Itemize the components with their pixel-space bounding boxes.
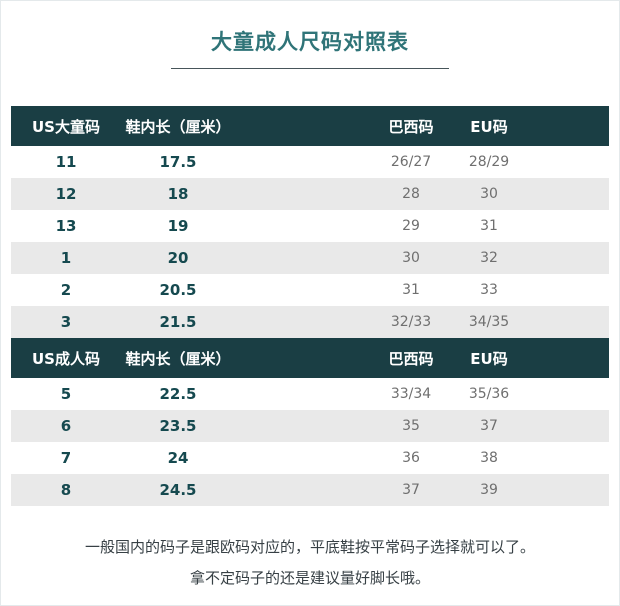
kids-header-row: US大童码 鞋内长（厘米） 巴西码 EU码 [11, 106, 609, 146]
brazil-size-cell: 26/27 [390, 154, 432, 170]
us-size-cell: 8 [60, 481, 72, 499]
inner-length-cell: 19 [167, 217, 189, 235]
inner-length-cell: 24.5 [159, 481, 197, 499]
eu-size-cell: 28/29 [468, 154, 510, 170]
page-title: 大童成人尺码对照表 [211, 30, 409, 54]
inner-length-cell: 20 [167, 249, 189, 267]
column-header-us-adults: US成人码 [32, 349, 100, 368]
us-size-cell: 6 [60, 417, 72, 435]
footer-line-2: 拿不定码子的还是建议量好脚长哦。 [189, 569, 430, 587]
us-size-cell: 12 [55, 185, 77, 203]
table-row: 8 24.5 37 39 [11, 474, 609, 506]
table-row: 1 20 30 32 [11, 242, 609, 274]
inner-length-cell: 18 [167, 185, 189, 203]
brazil-size-cell: 35 [402, 418, 420, 434]
column-header-brazil: 巴西码 [388, 349, 434, 368]
inner-length-cell: 21.5 [159, 313, 197, 331]
eu-size-cell: 37 [480, 418, 498, 434]
us-size-cell: 2 [60, 281, 72, 299]
table-row: 5 22.5 33/34 35/36 [11, 378, 609, 410]
inner-length-cell: 24 [167, 449, 189, 467]
us-size-cell: 1 [60, 249, 72, 267]
eu-size-cell: 38 [480, 450, 498, 466]
eu-size-cell: 33 [480, 282, 498, 298]
eu-size-cell: 39 [480, 482, 498, 498]
inner-length-cell: 23.5 [159, 417, 197, 435]
us-size-cell: 7 [60, 449, 72, 467]
table-row: 3 21.5 32/33 34/35 [11, 306, 609, 338]
table-row: 12 18 28 30 [11, 178, 609, 210]
inner-length-cell: 22.5 [159, 385, 197, 403]
brazil-size-cell: 36 [402, 450, 420, 466]
eu-size-cell: 31 [480, 218, 498, 234]
us-size-cell: 13 [55, 217, 77, 235]
adults-header-row: US成人码 鞋内长（厘米） 巴西码 EU码 [11, 338, 609, 378]
eu-size-cell: 34/35 [468, 314, 510, 330]
inner-length-cell: 20.5 [159, 281, 197, 299]
size-table: US大童码 鞋内长（厘米） 巴西码 EU码 11 17.5 26/27 28/2… [11, 106, 609, 506]
column-header-inner-length: 鞋内长（厘米） [125, 117, 231, 136]
footer-line-1: 一般国内的码子是跟欧码对应的，平底鞋按平常码子选择就可以了。 [84, 538, 535, 556]
inner-length-cell: 17.5 [159, 153, 197, 171]
eu-size-cell: 30 [480, 186, 498, 202]
column-header-eu: EU码 [470, 117, 508, 136]
us-size-cell: 5 [60, 385, 72, 403]
eu-size-cell: 32 [480, 250, 498, 266]
brazil-size-cell: 32/33 [390, 314, 432, 330]
brazil-size-cell: 28 [402, 186, 420, 202]
column-header-brazil: 巴西码 [388, 117, 434, 136]
column-header-eu: EU码 [470, 349, 508, 368]
us-size-cell: 11 [55, 153, 77, 171]
title-underline [171, 68, 449, 69]
column-header-inner-length: 鞋内长（厘米） [125, 349, 231, 368]
brazil-size-cell: 29 [402, 218, 420, 234]
brazil-size-cell: 33/34 [390, 386, 432, 402]
eu-size-cell: 35/36 [468, 386, 510, 402]
us-size-cell: 3 [60, 313, 72, 331]
brazil-size-cell: 37 [402, 482, 420, 498]
table-row: 7 24 36 38 [11, 442, 609, 474]
column-header-us-kids: US大童码 [32, 117, 100, 136]
table-row: 2 20.5 31 33 [11, 274, 609, 306]
footer-note: 一般国内的码子是跟欧码对应的，平底鞋按平常码子选择就可以了。 拿不定码子的还是建… [1, 532, 619, 594]
table-row: 11 17.5 26/27 28/29 [11, 146, 609, 178]
brazil-size-cell: 31 [402, 282, 420, 298]
table-row: 6 23.5 35 37 [11, 410, 609, 442]
brazil-size-cell: 30 [402, 250, 420, 266]
table-row: 13 19 29 31 [11, 210, 609, 242]
